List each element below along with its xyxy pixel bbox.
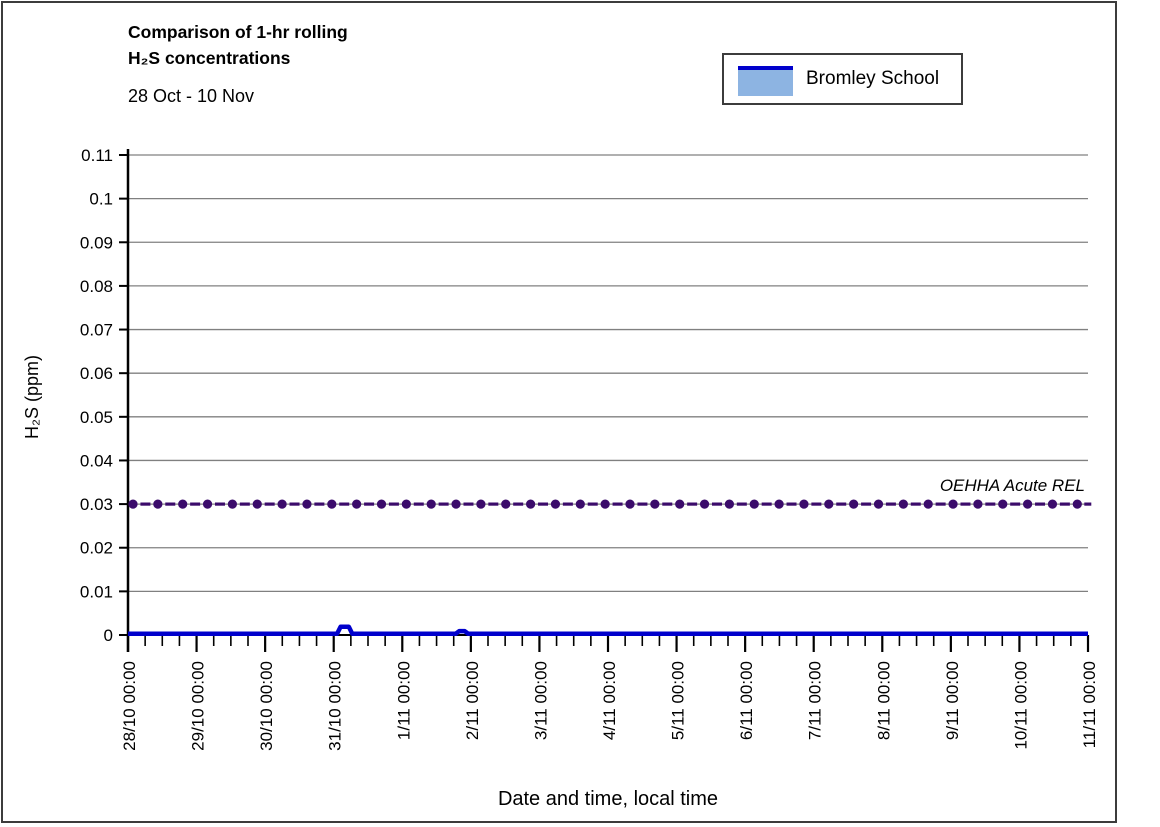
x-tick-label: 28/10 00:00 xyxy=(120,661,139,751)
y-tick-label: 0.07 xyxy=(80,321,113,340)
x-tick-label: 29/10 00:00 xyxy=(189,661,208,751)
y-tick-label: 0.1 xyxy=(89,190,113,209)
ref-line-dot xyxy=(128,499,138,509)
ref-line-dot xyxy=(1047,499,1058,509)
x-tick-label: 8/11 00:00 xyxy=(874,661,893,740)
y-tick-label: 0.03 xyxy=(80,495,113,514)
ref-line-dot xyxy=(352,499,362,509)
y-tick-label: 0.09 xyxy=(80,233,113,252)
reference-line-annotation: OEHHA Acute REL xyxy=(940,476,1085,495)
y-tick-label: 0 xyxy=(104,626,113,645)
ref-line-dot xyxy=(973,499,983,509)
x-tick-label: 30/10 00:00 xyxy=(257,661,276,751)
ref-line-dot xyxy=(998,499,1008,509)
series-line-bromley-school xyxy=(128,624,1088,636)
ref-line-dot xyxy=(1072,499,1082,509)
ref-line-dot xyxy=(824,499,834,509)
x-tick-label: 7/11 00:00 xyxy=(806,661,825,740)
x-tick-label: 9/11 00:00 xyxy=(943,661,962,740)
x-tick-label: 6/11 00:00 xyxy=(737,661,756,740)
plot-graphics: 0 0.01 0.02 0.03 0.04 0.05 0.06 0.07 0.08 0.09 0.1… xyxy=(80,146,1099,751)
chart-border-frame xyxy=(1,1,1117,823)
y-tick-label: 0.01 xyxy=(80,582,113,601)
ref-line-dot xyxy=(327,499,337,509)
x-tick-label: 31/10 00:00 xyxy=(326,661,345,751)
ref-line-dot xyxy=(898,499,908,509)
y-tick-label: 0.11 xyxy=(81,146,113,165)
chart-title-line1: Comparison of 1-hr rolling xyxy=(128,22,348,42)
ref-line-dot xyxy=(451,499,461,509)
y-tick-label: 0.04 xyxy=(80,451,113,470)
ref-line-dot xyxy=(799,499,809,509)
x-tick-label: 11/11 00:00 xyxy=(1080,661,1099,748)
x-tick-label: 1/11 00:00 xyxy=(394,661,413,740)
ref-line-dot xyxy=(650,499,660,509)
y-tick-label: 0.05 xyxy=(80,408,113,427)
ref-line-dot xyxy=(675,499,685,509)
ref-line-dot xyxy=(600,499,610,509)
ref-line-dot xyxy=(550,499,561,509)
ref-line-dot xyxy=(923,499,933,509)
ref-line-dot xyxy=(153,499,163,509)
y-tick-label: 0.02 xyxy=(80,539,113,558)
y-axis-title: H₂S (ppm) xyxy=(22,355,42,439)
x-tick-label: 3/11 00:00 xyxy=(531,661,550,740)
x-tick-label: 5/11 00:00 xyxy=(669,661,688,740)
y-tick-label: 0.06 xyxy=(80,364,113,383)
x-tick-label: 4/11 00:00 xyxy=(600,661,619,740)
x-axis-title: Date and time, local time xyxy=(498,788,718,810)
ref-line-dot xyxy=(724,499,735,509)
ref-line-dot xyxy=(749,499,759,509)
ref-line-dot xyxy=(774,499,784,509)
ref-line-dot xyxy=(575,499,585,509)
ref-line-dot xyxy=(699,499,710,509)
legend-series-label: Bromley School xyxy=(806,68,940,89)
ref-line-dot xyxy=(277,499,287,509)
ref-line-dot xyxy=(526,499,536,509)
ref-line-dot xyxy=(227,499,237,509)
ref-line-dot xyxy=(252,499,262,509)
ref-line-dot xyxy=(1023,499,1033,509)
ref-line-dot xyxy=(202,499,213,509)
ref-line-dot xyxy=(873,499,884,509)
x-tick-label: 10/11 00:00 xyxy=(1011,661,1030,750)
ref-line-dot xyxy=(501,499,511,509)
legend-series-swatch xyxy=(738,66,793,96)
ref-line-dot xyxy=(376,499,387,509)
ref-line-dot xyxy=(948,499,958,509)
ref-line-dot xyxy=(401,499,411,509)
legend-box: Bromley School xyxy=(722,53,963,105)
ref-line-dot xyxy=(178,499,188,509)
x-tick-label: 2/11 00:00 xyxy=(463,661,482,740)
ref-line-dot xyxy=(302,499,312,509)
chart-date-range: 28 Oct - 10 Nov xyxy=(128,86,255,106)
ref-line-dot xyxy=(476,499,486,509)
ref-line-dot xyxy=(426,499,436,509)
ref-line-dot xyxy=(849,499,859,509)
ref-line-dot xyxy=(625,499,635,509)
y-tick-label: 0.08 xyxy=(80,277,113,296)
chart-title-line2: H₂S concentrations xyxy=(128,48,291,68)
